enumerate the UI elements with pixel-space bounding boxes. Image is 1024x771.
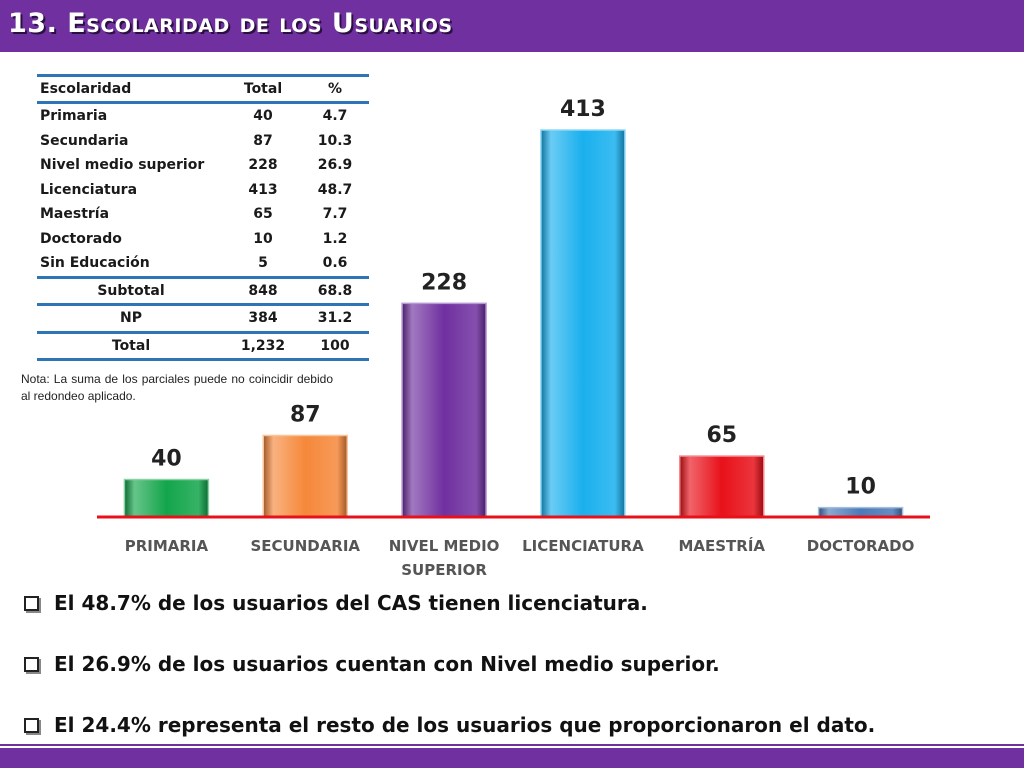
category-label: SECUNDARIA xyxy=(250,537,360,555)
table-cell: Sin Educación xyxy=(40,255,150,272)
table-row: Primaria 40 4.7 xyxy=(37,103,369,129)
table-cell: Total xyxy=(37,330,225,361)
table-cell: Doctorado xyxy=(40,230,122,247)
table-cell: 10 xyxy=(253,230,273,247)
table-cell: 100 xyxy=(301,330,369,361)
bullet-text: El 24.4% representa el resto de los usua… xyxy=(54,713,876,737)
slide-title: 13. Escolaridad de los Usuarios xyxy=(8,8,453,39)
column-header: Escolaridad xyxy=(37,74,225,104)
table-cell: 413 xyxy=(248,181,278,198)
bullet-item: El 48.7% de los usuarios del CAS tienen … xyxy=(24,588,1014,618)
category-label: PRIMARIA xyxy=(125,537,209,555)
data-label: 40 xyxy=(151,447,182,472)
table-row: Maestría 65 7.7 xyxy=(37,202,369,227)
table-cell: Licenciatura xyxy=(40,181,138,198)
bar-maestría xyxy=(679,455,765,518)
bar-licenciatura xyxy=(540,129,626,518)
table-cell: 4.7 xyxy=(322,108,348,125)
data-label: 65 xyxy=(706,423,737,448)
table-cell: Subtotal xyxy=(37,275,225,305)
table-cell: 26.9 xyxy=(317,157,353,174)
table-cell: 31.2 xyxy=(301,303,369,332)
table-cell: 848 xyxy=(225,275,301,305)
data-label: 87 xyxy=(290,402,321,427)
table-cell: 10.3 xyxy=(317,132,353,149)
table-cell: NP xyxy=(37,303,225,332)
table-cell: 5 xyxy=(258,255,268,272)
table-cell: Secundaria xyxy=(40,132,129,149)
checkbox-bullet-icon xyxy=(24,595,39,611)
table-cell: 384 xyxy=(225,303,301,332)
table-row: Nivel medio superior 228 26.9 xyxy=(37,153,369,178)
subtotal-row: Subtotal 848 68.8 xyxy=(37,275,369,305)
table-row: Secundaria 87 10.3 xyxy=(37,129,369,154)
bullet-text: El 26.9% de los usuarios cuentan con Niv… xyxy=(54,652,720,676)
category-label: MAESTRÍA xyxy=(678,536,765,555)
table-row: Sin Educación 5 0.6 xyxy=(37,251,369,277)
rounding-note: Nota: La suma de los parciales puede no … xyxy=(21,372,333,403)
np-row: NP 384 31.2 xyxy=(37,303,369,332)
table-cell: 7.7 xyxy=(322,206,348,223)
table-cell: Maestría xyxy=(40,206,110,223)
category-label: DOCTORADO xyxy=(807,537,915,555)
bullet-item: El 26.9% de los usuarios cuentan con Niv… xyxy=(24,649,1014,679)
table-row: Licenciatura 413 48.7 xyxy=(37,178,369,203)
table-cell: 1.2 xyxy=(322,230,348,247)
bullet-list: El 48.7% de los usuarios del CAS tienen … xyxy=(24,588,1014,771)
footer-line xyxy=(0,744,1024,746)
table-row: Doctorado 10 1.2 xyxy=(37,227,369,252)
total-row: Total 1,232 100 xyxy=(37,330,369,361)
table-cell: 0.6 xyxy=(322,255,348,272)
table-cell: 48.7 xyxy=(317,181,353,198)
checkbox-bullet-icon xyxy=(24,717,39,733)
header-bar: 13. Escolaridad de los Usuarios xyxy=(0,0,1024,52)
table-cell: 87 xyxy=(253,132,273,149)
bar-primaria xyxy=(123,478,210,518)
data-label: 413 xyxy=(560,97,606,122)
bullet-text: El 48.7% de los usuarios del CAS tienen … xyxy=(54,591,648,615)
table-header-row: Escolaridad Total % xyxy=(37,74,369,104)
bar-secundaria xyxy=(262,434,348,518)
category-label: NIVEL MEDIO xyxy=(389,537,500,555)
table-cell: Primaria xyxy=(40,108,108,125)
bar-chart: 40 PRIMARIA 87 SECUNDARIA 228 NIVEL MEDIO SUPE… xyxy=(97,97,930,579)
table-cell: Nivel medio superior xyxy=(40,157,205,174)
data-label: 10 xyxy=(845,475,876,500)
category-label: SUPERIOR xyxy=(401,561,487,579)
footer-bar xyxy=(0,748,1024,768)
data-label: 228 xyxy=(421,270,467,295)
table-cell: 228 xyxy=(248,157,278,174)
bullet-item: El 24.4% representa el resto de los usua… xyxy=(24,710,1014,740)
category-label: LICENCIATURA xyxy=(522,537,644,555)
checkbox-bullet-icon xyxy=(24,656,39,672)
column-header: % xyxy=(301,74,369,104)
table-cell: 1,232 xyxy=(225,330,301,361)
schooling-table: Escolaridad Total % Primaria 40 4.7 Secu… xyxy=(37,74,369,361)
table-cell: 65 xyxy=(253,206,273,223)
column-header: Total xyxy=(225,74,301,104)
table-cell: 40 xyxy=(253,108,273,125)
table-cell: 68.8 xyxy=(301,275,369,305)
bar-nivel-medio-superior xyxy=(401,302,487,518)
